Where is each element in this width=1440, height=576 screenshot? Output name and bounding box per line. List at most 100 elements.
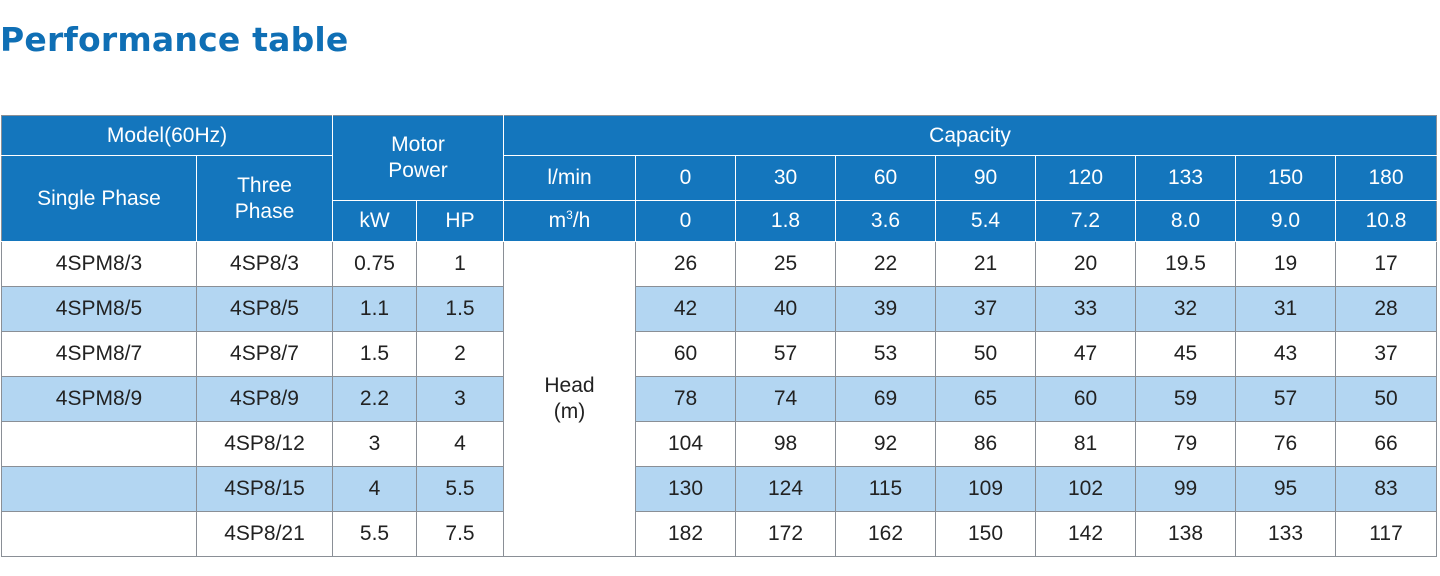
head-value: 162	[835, 511, 936, 557]
capacity-lmin-value: 150	[1235, 155, 1336, 201]
head-value: 138	[1135, 511, 1236, 557]
head-value: 17	[1334, 241, 1438, 287]
head-label-line2: (m)	[553, 400, 586, 423]
motor-kw: 1.1	[332, 286, 417, 332]
three-phase-model: 4SP8/21	[196, 511, 333, 557]
table-row: 4SPM8/7 4SP8/7 1.5 2 60 57 53 50 47 45 43 37	[1, 331, 1438, 377]
page-title: Performance table	[0, 20, 349, 59]
head-value: 19.5	[1135, 241, 1236, 287]
head-value: 39	[835, 286, 936, 332]
head-value: 47	[1035, 331, 1136, 377]
single-phase-model	[1, 421, 197, 467]
m3h-unit-base: m	[548, 209, 567, 232]
motor-hp: 1	[416, 241, 504, 287]
head-value: 50	[935, 331, 1036, 377]
head-value: 182	[635, 511, 736, 557]
head-value: 99	[1135, 466, 1236, 512]
three-phase-line2: Phase	[234, 199, 295, 223]
capacity-m3h-value: 5.4	[935, 200, 1036, 242]
head-value: 142	[1035, 511, 1136, 557]
head-value: 98	[735, 421, 836, 467]
head-value: 59	[1135, 376, 1236, 422]
head-value: 37	[1334, 331, 1438, 377]
head-value: 172	[735, 511, 836, 557]
motor-hp: 3	[416, 376, 504, 422]
three-phase-line1: Three	[237, 173, 292, 197]
three-phase-model: 4SP8/12	[196, 421, 333, 467]
head-value: 43	[1235, 331, 1336, 377]
model-header: Model(60Hz)	[1, 115, 333, 156]
single-phase-model	[1, 466, 197, 512]
head-value: 21	[935, 241, 1036, 287]
motor-hp: 4	[416, 421, 504, 467]
motor-hp: 1.5	[416, 286, 504, 332]
head-value: 150	[935, 511, 1036, 557]
motor-hp: 7.5	[416, 511, 504, 557]
head-value: 74	[735, 376, 836, 422]
motor-kw: 2.2	[332, 376, 417, 422]
lmin-unit-header: l/min	[503, 155, 636, 201]
head-value: 79	[1135, 421, 1236, 467]
head-value: 50	[1334, 376, 1438, 422]
single-phase-model: 4SPM8/5	[1, 286, 197, 332]
head-value: 66	[1334, 421, 1438, 467]
head-label-line1: Head	[544, 374, 595, 397]
three-phase-model: 4SP8/9	[196, 376, 333, 422]
head-value: 102	[1035, 466, 1136, 512]
head-value: 26	[635, 241, 736, 287]
head-value: 19	[1235, 241, 1336, 287]
head-value: 33	[1035, 286, 1136, 332]
head-value: 83	[1334, 466, 1438, 512]
head-value: 25	[735, 241, 836, 287]
head-value: 28	[1334, 286, 1438, 332]
single-phase-header: Single Phase	[1, 155, 197, 242]
head-value: 32	[1135, 286, 1236, 332]
m3h-unit-sup: 3	[566, 208, 573, 222]
table-row: 4SPM8/9 4SP8/9 2.2 3 78 74 69 65 60 59 57 50	[1, 376, 1438, 422]
table-row: 4SP8/15 4 5.5 130 124 115 109 102 99 95 83	[1, 466, 1438, 512]
single-phase-model: 4SPM8/3	[1, 241, 197, 287]
head-value: 22	[835, 241, 936, 287]
capacity-lmin-value: 0	[635, 155, 736, 201]
head-value: 37	[935, 286, 1036, 332]
head-value: 65	[935, 376, 1036, 422]
head-value: 130	[635, 466, 736, 512]
motor-kw: 0.75	[332, 241, 417, 287]
kw-header: kW	[332, 200, 417, 242]
table-row: 4SPM8/3 4SP8/3 0.75 1 Head (m) 26 25 22 21 20 19.5 1…	[1, 241, 1438, 557]
capacity-m3h-value: 3.6	[835, 200, 936, 242]
head-value: 95	[1235, 466, 1336, 512]
table-body: 4SPM8/3 4SP8/3 0.75 1 Head (m) 26 25 22 21 20 19.5 1…	[1, 241, 1438, 557]
performance-table: Model(60Hz) Motor Power Capacity Single …	[1, 115, 1438, 557]
head-value: 42	[635, 286, 736, 332]
three-phase-model: 4SP8/3	[196, 241, 333, 287]
table-row: 4SP8/12 3 4 104 98 92 86 81 79 76 66	[1, 421, 1438, 467]
head-value: 40	[735, 286, 836, 332]
motor-hp: 2	[416, 331, 504, 377]
motor-kw: 3	[332, 421, 417, 467]
motor-power-line1: Motor	[391, 133, 445, 156]
capacity-header: Capacity	[502, 115, 1438, 156]
motor-power-header: Motor Power	[332, 115, 504, 201]
head-value: 76	[1235, 421, 1336, 467]
motor-hp: 5.5	[416, 466, 504, 512]
three-phase-header: Three Phase	[196, 155, 333, 242]
head-label: Head (m)	[503, 241, 636, 557]
capacity-lmin-value: 180	[1334, 155, 1438, 201]
head-value: 115	[835, 466, 936, 512]
capacity-lmin-value: 60	[835, 155, 936, 201]
hp-header: HP	[416, 200, 504, 242]
head-value: 53	[835, 331, 936, 377]
table-header: Model(60Hz) Motor Power Capacity Single …	[1, 115, 1438, 242]
head-value: 104	[635, 421, 736, 467]
capacity-m3h-value: 1.8	[735, 200, 836, 242]
head-value: 57	[1235, 376, 1336, 422]
head-value: 133	[1235, 511, 1336, 557]
single-phase-model	[1, 511, 197, 557]
head-value: 109	[935, 466, 1036, 512]
head-value: 31	[1235, 286, 1336, 332]
motor-kw: 5.5	[332, 511, 417, 557]
table-row: 4SPM8/5 4SP8/5 1.1 1.5 42 40 39 37 33 32 31 28	[1, 286, 1438, 332]
three-phase-model: 4SP8/7	[196, 331, 333, 377]
capacity-m3h-value: 0	[635, 200, 736, 242]
